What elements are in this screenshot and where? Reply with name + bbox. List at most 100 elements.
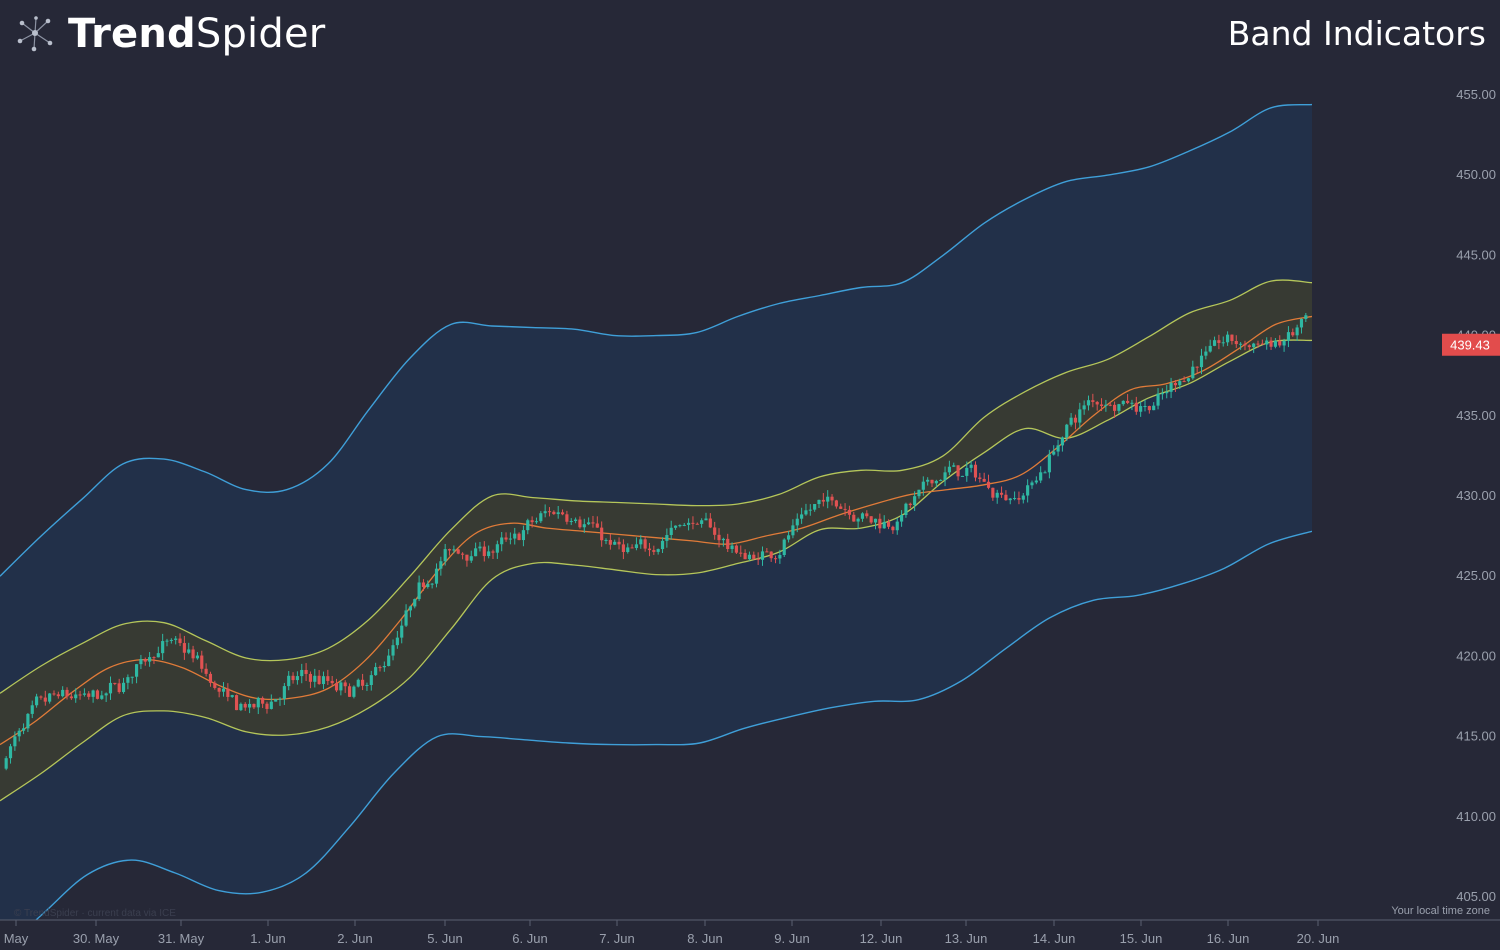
candle xyxy=(1178,378,1182,390)
candle xyxy=(539,511,543,524)
candle-body xyxy=(913,496,917,506)
candle-body xyxy=(1099,404,1104,406)
candle xyxy=(39,695,43,700)
candle-body xyxy=(104,693,108,696)
candle-body xyxy=(1234,340,1238,345)
candle-body xyxy=(174,638,178,640)
candle-body xyxy=(439,561,443,569)
candle-body xyxy=(474,548,478,557)
candle xyxy=(178,633,182,647)
candle xyxy=(617,537,621,550)
price-badge[interactable]: 439.43 xyxy=(1442,333,1500,356)
candle-body xyxy=(1252,343,1256,348)
candle-body xyxy=(230,695,234,697)
candle-body xyxy=(1034,480,1038,483)
candle xyxy=(326,669,330,685)
candle xyxy=(826,490,830,509)
candle xyxy=(1069,413,1073,427)
candle-body xyxy=(621,544,625,553)
candle xyxy=(791,519,795,539)
candle-body xyxy=(865,513,869,517)
candle xyxy=(830,494,834,506)
candle xyxy=(1078,402,1082,429)
candle-body xyxy=(595,523,599,528)
candle xyxy=(865,510,869,519)
candle xyxy=(156,646,160,658)
outer-band-upper-line xyxy=(0,103,1312,577)
candle-body xyxy=(139,659,143,665)
candle-body xyxy=(673,525,678,528)
x-tick-label: 9. Jun xyxy=(774,931,809,946)
outer-band-lower-line xyxy=(34,530,1312,920)
candle-body xyxy=(708,518,712,528)
candle xyxy=(1147,405,1151,414)
candle-body xyxy=(221,688,226,692)
candle-body xyxy=(295,676,299,681)
candle-body xyxy=(56,694,60,697)
candle-body xyxy=(639,539,643,545)
candle xyxy=(647,542,652,557)
candle-body xyxy=(734,545,738,553)
candle xyxy=(582,518,586,533)
candle-body xyxy=(100,695,104,699)
candle-body xyxy=(408,606,412,611)
candle-body xyxy=(839,506,843,509)
candle-body xyxy=(560,512,565,515)
candle-body xyxy=(695,523,699,525)
candle xyxy=(195,652,199,660)
candle xyxy=(726,533,730,553)
watermark: © TrendSpider · current data via ICE xyxy=(14,908,176,919)
candle xyxy=(487,545,491,559)
candle-body xyxy=(856,518,860,522)
candle xyxy=(939,479,943,482)
candle xyxy=(773,555,778,564)
candle-body xyxy=(213,682,217,688)
candle-body xyxy=(130,676,134,678)
candle xyxy=(1226,331,1230,346)
candle xyxy=(4,756,8,771)
candle xyxy=(1247,344,1251,350)
candle xyxy=(1204,346,1208,360)
candle xyxy=(139,654,143,670)
candle xyxy=(434,563,439,588)
candle-body xyxy=(752,554,756,559)
candle xyxy=(439,556,443,576)
candle xyxy=(191,645,195,663)
candle-body xyxy=(121,682,126,693)
candle-body xyxy=(178,638,182,644)
candle-body xyxy=(187,649,191,653)
candle-body xyxy=(74,694,78,699)
candle xyxy=(313,668,317,688)
candle-body xyxy=(339,682,343,691)
timezone-label[interactable]: Your local time zone xyxy=(1391,905,1490,917)
candle-body xyxy=(226,688,230,697)
candle xyxy=(56,691,60,699)
candle xyxy=(395,630,399,649)
candle xyxy=(1104,399,1108,412)
candle xyxy=(48,693,52,704)
candle xyxy=(604,538,608,545)
candle xyxy=(230,694,234,698)
candle xyxy=(282,682,286,706)
candle xyxy=(934,479,938,487)
candle xyxy=(886,519,891,530)
candle-body xyxy=(1065,424,1069,438)
candle-body xyxy=(1173,382,1177,386)
candle-body xyxy=(1221,342,1225,344)
candle-body xyxy=(1004,494,1008,501)
candle xyxy=(126,674,130,690)
candle-body xyxy=(821,499,825,502)
candle xyxy=(639,535,643,549)
candle xyxy=(1239,342,1243,350)
candle xyxy=(747,551,752,561)
candle-body xyxy=(30,705,34,714)
candle-body xyxy=(334,683,339,691)
candle-body xyxy=(1021,495,1025,500)
candle-body xyxy=(1043,472,1047,474)
candle-body xyxy=(969,464,973,468)
candle-body xyxy=(1113,404,1117,411)
candle xyxy=(1108,401,1112,407)
candle xyxy=(74,688,78,703)
candle xyxy=(1234,335,1238,348)
